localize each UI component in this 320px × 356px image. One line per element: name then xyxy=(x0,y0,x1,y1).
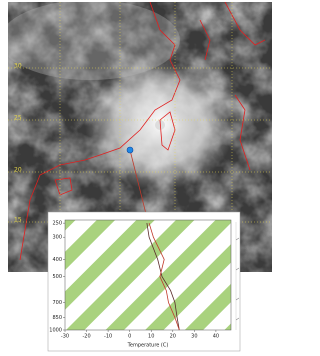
page: {"map": {"lat_labels": ["30", "25", "20"… xyxy=(8,2,272,352)
x-tick-label: 30 xyxy=(191,334,197,340)
figure: 30 25 20 15 Temperature (C) 250300400500… xyxy=(8,2,272,352)
y-tick-label: 400 xyxy=(52,257,62,263)
x-tick-label: -20 xyxy=(82,334,90,340)
y-tick-label: 250 xyxy=(52,221,62,227)
x-tick-label: 20 xyxy=(170,334,176,340)
y-tick-label: 300 xyxy=(52,235,62,241)
y-tick-label: 500 xyxy=(52,274,62,280)
x-axis-label: Temperature (C) xyxy=(127,343,169,349)
plot-frame xyxy=(64,219,232,331)
y-tick-label: 700 xyxy=(52,300,62,306)
x-tick-label: -10 xyxy=(104,334,112,340)
x-tick-label: 40 xyxy=(213,334,219,340)
y-tick-label: 850 xyxy=(52,315,62,321)
coastlines xyxy=(19,2,266,261)
satellite-image: 30 25 20 15 xyxy=(8,2,272,272)
x-tick-label: -30 xyxy=(61,334,69,340)
plot-area xyxy=(65,220,231,330)
lat-label: 30 xyxy=(14,63,22,70)
lat-label: 25 xyxy=(14,115,22,122)
x-tick-label: 0 xyxy=(128,334,131,340)
y-tick-label: 1000 xyxy=(49,328,62,334)
x-tick-label: 10 xyxy=(148,334,154,340)
station-marker xyxy=(126,146,134,154)
lat-label: 20 xyxy=(14,167,22,174)
wind-barbs xyxy=(235,222,240,330)
lat-label: 15 xyxy=(14,217,22,224)
profile-line xyxy=(146,223,180,331)
profile-line xyxy=(148,222,180,331)
